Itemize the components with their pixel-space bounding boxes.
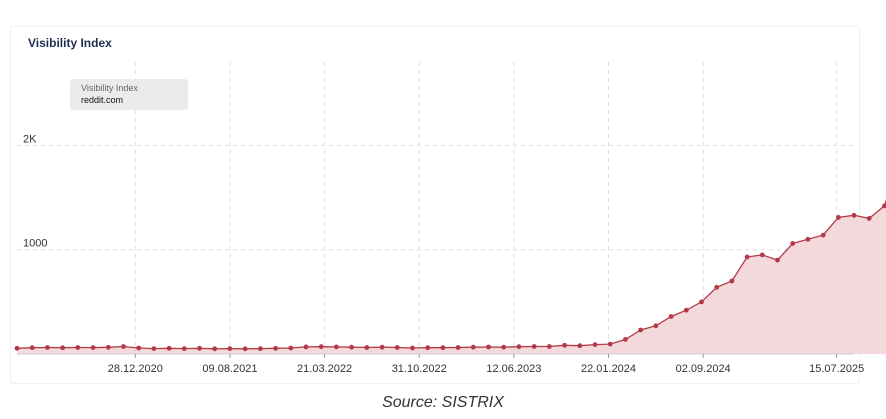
x-tick-label: 28.12.2020 bbox=[108, 363, 163, 375]
data-point bbox=[623, 337, 628, 342]
data-point bbox=[638, 327, 643, 333]
data-point bbox=[227, 346, 233, 351]
data-point bbox=[364, 345, 370, 350]
legend-label: Visibility Index bbox=[81, 83, 138, 93]
data-point bbox=[668, 314, 674, 319]
data-point bbox=[759, 252, 765, 258]
data-point bbox=[699, 299, 704, 305]
data-point bbox=[744, 254, 750, 260]
data-point bbox=[501, 344, 507, 350]
data-point bbox=[410, 345, 415, 351]
data-point bbox=[45, 345, 50, 350]
data-point bbox=[531, 344, 537, 349]
chart-title: Visibility Index bbox=[28, 36, 112, 50]
x-tick-label: 02.09.2024 bbox=[676, 363, 731, 375]
data-point bbox=[455, 345, 461, 350]
data-point bbox=[882, 203, 886, 209]
data-point bbox=[334, 344, 339, 350]
data-point bbox=[775, 257, 780, 263]
data-point bbox=[790, 241, 796, 246]
data-point bbox=[607, 341, 613, 347]
data-point bbox=[683, 307, 689, 313]
data-point bbox=[470, 344, 476, 350]
data-point bbox=[425, 345, 431, 351]
data-point bbox=[820, 232, 826, 238]
legend-series-name: reddit.com bbox=[81, 95, 124, 105]
y-tick-label: 1000 bbox=[23, 238, 47, 250]
data-point bbox=[714, 284, 720, 290]
x-tick-label: 12.06.2023 bbox=[486, 363, 541, 375]
data-point bbox=[836, 215, 841, 220]
data-point bbox=[516, 344, 522, 350]
data-point bbox=[212, 346, 218, 352]
data-point bbox=[562, 342, 567, 348]
data-point bbox=[318, 344, 324, 350]
data-point bbox=[851, 212, 857, 218]
data-point bbox=[105, 344, 111, 350]
data-point bbox=[394, 345, 400, 350]
data-point bbox=[29, 345, 35, 351]
data-point bbox=[349, 344, 354, 350]
x-tick-label: 15.07.2025 bbox=[809, 363, 864, 375]
series-line bbox=[16, 198, 886, 350]
x-tick-label: 21.03.2022 bbox=[297, 363, 352, 375]
legend: Visibility Index reddit.com bbox=[70, 79, 188, 110]
data-point bbox=[197, 345, 202, 351]
data-point bbox=[379, 344, 385, 350]
y-axis-ticks: 2K 1000 bbox=[23, 133, 47, 249]
series-points bbox=[14, 203, 886, 352]
data-point bbox=[121, 344, 126, 349]
x-axis-ticks: 28.12.2020 09.08.2021 21.03.2022 31.10.2022… bbox=[108, 354, 864, 375]
x-tick-label: 31.10.2022 bbox=[392, 363, 447, 375]
data-point bbox=[440, 345, 446, 351]
source-caption: Source: SISTRIX bbox=[382, 394, 504, 411]
data-point bbox=[653, 323, 659, 329]
grid bbox=[17, 62, 854, 354]
data-point bbox=[486, 344, 491, 350]
x-tick-label: 22.01.2024 bbox=[581, 363, 636, 375]
series-area bbox=[17, 200, 886, 354]
y-tick-label: 2K bbox=[23, 133, 37, 145]
data-point bbox=[577, 343, 583, 349]
data-point bbox=[136, 345, 142, 351]
data-point bbox=[151, 346, 157, 351]
x-tick-label: 09.08.2021 bbox=[202, 363, 257, 375]
data-point bbox=[592, 342, 598, 347]
data-point bbox=[14, 345, 20, 351]
data-point bbox=[166, 345, 172, 351]
data-point bbox=[547, 344, 552, 349]
data-point bbox=[181, 346, 187, 351]
data-point bbox=[60, 345, 65, 351]
data-point bbox=[75, 345, 81, 350]
data-point bbox=[805, 236, 811, 242]
data-point bbox=[288, 345, 294, 351]
data-point bbox=[866, 216, 872, 221]
data-point bbox=[242, 346, 248, 352]
data-point bbox=[258, 346, 263, 351]
data-point bbox=[273, 345, 278, 351]
data-point bbox=[729, 278, 735, 284]
data-point bbox=[90, 345, 96, 350]
data-point bbox=[303, 344, 309, 350]
